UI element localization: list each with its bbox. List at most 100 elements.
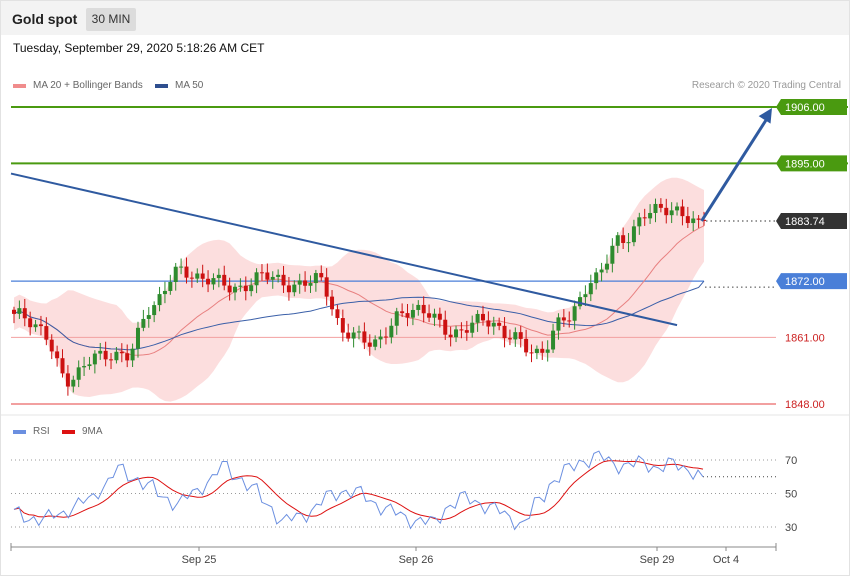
candle-body [669, 210, 674, 216]
candle-body [65, 373, 70, 387]
level-label: 1848.00 [785, 399, 825, 411]
timeframe-badge[interactable]: 30 MIN [86, 8, 136, 31]
rsi-label: RSI [33, 426, 50, 437]
candle-body [125, 353, 130, 361]
candle-body [491, 322, 496, 327]
legend-ma50: MA 50 [155, 80, 203, 91]
candle-body [195, 273, 200, 279]
candle-body [664, 207, 669, 216]
candle-body [604, 263, 609, 270]
ma50-label: MA 50 [175, 80, 204, 91]
candle-body [146, 315, 151, 319]
candle-body [254, 272, 259, 286]
candle-body [303, 280, 308, 286]
candle-body [610, 245, 615, 264]
level-label: 1895.00 [785, 158, 825, 170]
candle-body [658, 203, 663, 208]
candle-body [286, 285, 291, 293]
candle-body [60, 358, 65, 374]
candle-body [545, 349, 550, 353]
candle-body [378, 336, 383, 340]
candle-body [292, 284, 297, 293]
trendlines [10, 108, 772, 327]
legend-ma20: MA 20 + Bollinger Bands [13, 80, 143, 91]
candle-body [189, 277, 194, 279]
chart-timestamp: Tuesday, September 29, 2020 5:18:26 AM C… [13, 41, 265, 55]
candle-body [578, 297, 583, 307]
candle-body [92, 353, 97, 365]
candle-body [459, 329, 464, 331]
candle-body [648, 212, 653, 219]
copyright-text: Research © 2020 Trading Central [691, 80, 841, 91]
candle-body [351, 332, 356, 339]
candle-body [270, 276, 275, 280]
level-label: 1883.74 [785, 216, 825, 228]
candle-body [443, 319, 448, 335]
candle-body [680, 206, 685, 217]
candle-body [362, 331, 367, 343]
candle-body [135, 327, 140, 349]
candle-body [534, 348, 539, 354]
candle-body [243, 285, 248, 292]
bollinger-band [14, 177, 704, 402]
ma20-swatch [13, 83, 26, 88]
candle-body [222, 274, 227, 286]
candle-body [130, 348, 135, 361]
candle-body [49, 339, 54, 352]
candle-body [324, 277, 329, 297]
candle-body [76, 367, 81, 380]
level-tag [776, 212, 847, 229]
candle-body [141, 318, 146, 328]
candle-body [71, 379, 76, 387]
candle-body [28, 318, 33, 328]
bollinger-band-fill [14, 177, 704, 402]
ma50-line [13, 280, 705, 351]
candle-body [173, 266, 178, 283]
rsi-swatch [13, 429, 26, 434]
candle-body [448, 334, 453, 338]
candle-body [249, 285, 254, 292]
candle-body [206, 278, 211, 285]
candle-body [44, 326, 49, 340]
candle-body [394, 311, 399, 326]
forecast-arrow-shaft [700, 116, 770, 222]
candle-body [524, 338, 529, 353]
candle-body [259, 272, 264, 274]
candle-body [497, 322, 502, 326]
candle-body [470, 322, 475, 333]
candle-body [179, 266, 184, 268]
candlesticks [12, 198, 706, 396]
candle-body [216, 274, 221, 279]
ma50-swatch [155, 83, 168, 88]
candle-body [168, 282, 173, 291]
candle-body [454, 329, 459, 338]
level-label: 1906.00 [785, 102, 825, 114]
candle-body [518, 332, 523, 339]
candle-body [152, 305, 157, 316]
candle-body [480, 313, 485, 321]
x-axis: Sep 25 Sep 26 Sep 29 Oct 4 [10, 543, 777, 566]
ma9-swatch [62, 429, 75, 434]
candle-body [55, 351, 60, 359]
ma20-label: MA 20 + Bollinger Bands [33, 80, 143, 91]
candle-body [631, 226, 636, 243]
candle-body [103, 350, 108, 360]
instrument-title: Gold spot [12, 11, 78, 27]
candle-body [87, 364, 92, 367]
rsi-line [13, 450, 704, 531]
candle-body [346, 332, 351, 339]
candle-body [200, 273, 205, 279]
candle-body [507, 338, 512, 340]
candle-body [313, 273, 318, 284]
legend-9ma: 9MA [62, 426, 103, 437]
candle-body [529, 352, 534, 354]
candle-body [17, 308, 22, 314]
rsi-ma9-line [13, 460, 704, 521]
candle-body [475, 313, 480, 323]
candle-body [340, 318, 345, 333]
x-tick-label: Sep 25 [182, 554, 217, 566]
level-tag [776, 155, 847, 172]
candle-body [486, 320, 491, 327]
level-label: 1872.00 [785, 276, 825, 288]
